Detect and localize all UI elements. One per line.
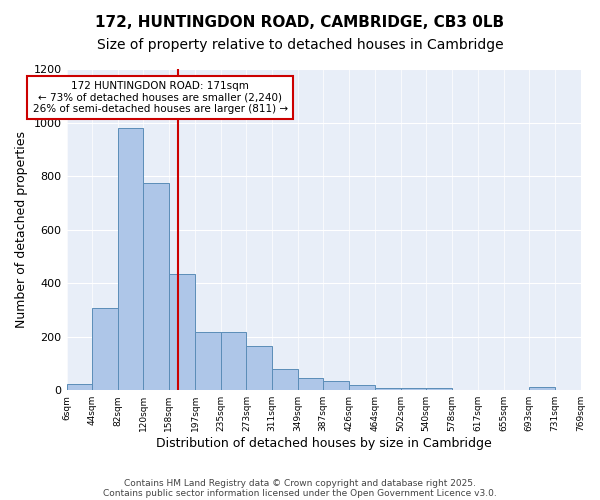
- X-axis label: Distribution of detached houses by size in Cambridge: Distribution of detached houses by size …: [155, 437, 491, 450]
- Text: Contains HM Land Registry data © Crown copyright and database right 2025.: Contains HM Land Registry data © Crown c…: [124, 478, 476, 488]
- Bar: [169, 274, 195, 390]
- Bar: [221, 332, 247, 390]
- Y-axis label: Number of detached properties: Number of detached properties: [15, 131, 28, 328]
- Bar: [92, 308, 118, 390]
- Bar: [349, 386, 375, 390]
- Bar: [195, 332, 221, 390]
- Bar: [323, 381, 349, 390]
- Bar: [375, 388, 401, 390]
- Text: Size of property relative to detached houses in Cambridge: Size of property relative to detached ho…: [97, 38, 503, 52]
- Text: 172, HUNTINGDON ROAD, CAMBRIDGE, CB3 0LB: 172, HUNTINGDON ROAD, CAMBRIDGE, CB3 0LB: [95, 15, 505, 30]
- Bar: [143, 183, 169, 390]
- Bar: [67, 384, 92, 390]
- Bar: [272, 369, 298, 390]
- Bar: [298, 378, 323, 390]
- Text: 172 HUNTINGDON ROAD: 171sqm
← 73% of detached houses are smaller (2,240)
26% of : 172 HUNTINGDON ROAD: 171sqm ← 73% of det…: [32, 81, 288, 114]
- Bar: [247, 346, 272, 390]
- Bar: [401, 388, 426, 390]
- Bar: [426, 388, 452, 390]
- Bar: [529, 387, 555, 390]
- Text: Contains public sector information licensed under the Open Government Licence v3: Contains public sector information licen…: [103, 488, 497, 498]
- Bar: [118, 128, 143, 390]
